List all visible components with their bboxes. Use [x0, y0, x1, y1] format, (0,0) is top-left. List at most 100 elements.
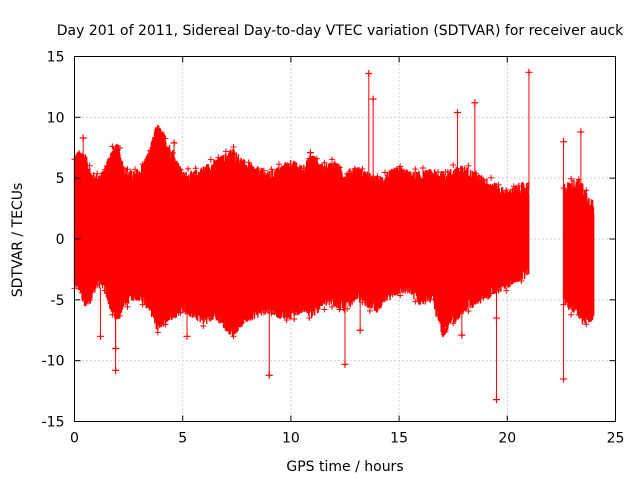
data-point: [568, 311, 575, 318]
data-point: [321, 306, 328, 313]
data-point: [412, 298, 419, 305]
data-point: [275, 161, 282, 168]
data-point: [306, 315, 313, 322]
data-point: [283, 317, 290, 324]
outlier-point: [112, 366, 120, 374]
data-point: [518, 183, 525, 190]
data-point: [132, 166, 139, 173]
data-point: [389, 291, 396, 298]
data-point: [472, 296, 479, 303]
outlier-point: [356, 326, 364, 334]
data-point: [351, 293, 358, 300]
data-point: [177, 166, 184, 173]
tick-labels: 0 5 10 15 20 25 -15 -10 -5 0 5 10 15: [42, 50, 625, 447]
data-point: [222, 148, 229, 155]
outlier-point: [560, 138, 568, 146]
data-point: [510, 277, 517, 284]
data-point: [291, 315, 298, 322]
data-point: [132, 294, 139, 301]
data-point: [275, 311, 282, 318]
outlier-point: [492, 396, 500, 404]
data-point: [374, 173, 381, 180]
data-point: [442, 328, 449, 335]
x-tick-label: 5: [178, 431, 187, 447]
data-point: [154, 329, 161, 336]
data-point: [480, 294, 487, 301]
data-point: [230, 144, 237, 151]
data-point: [344, 170, 351, 177]
data-point: [503, 287, 510, 294]
data-point: [510, 183, 517, 190]
x-tick-label: 0: [70, 431, 79, 447]
data-point: [336, 164, 343, 171]
grid: [74, 56, 616, 422]
data-point: [359, 165, 366, 172]
outlier-point: [577, 128, 585, 136]
outlier-point: [369, 95, 377, 103]
data-point: [169, 150, 176, 157]
data-point: [79, 289, 86, 296]
data-point: [230, 333, 237, 340]
data-point: [480, 177, 487, 184]
x-tick-label: 15: [390, 431, 408, 447]
data-point: [162, 321, 169, 328]
y-tick-label: 15: [47, 50, 65, 66]
data-point: [139, 161, 146, 168]
data-point: [94, 170, 101, 177]
data-point: [253, 308, 260, 315]
x-tick-label: 10: [282, 431, 300, 447]
data-point: [207, 315, 214, 322]
data-point: [374, 303, 381, 310]
data-point: [329, 156, 336, 163]
y-axis-label: SDTVAR / TECUs: [10, 183, 26, 298]
data-point: [450, 320, 457, 327]
axis-ticks: [74, 56, 616, 422]
y-tick-label: -10: [42, 354, 65, 370]
outlier-point: [112, 345, 120, 352]
data-point: [185, 165, 192, 172]
outlier-point: [560, 375, 568, 383]
data-point: [389, 171, 396, 178]
x-tick-label: 25: [607, 431, 625, 447]
data-point: [366, 307, 373, 314]
y-tick-label: 0: [56, 232, 65, 248]
data-point: [306, 155, 313, 162]
data-point: [94, 282, 101, 289]
data-point: [351, 165, 358, 172]
outlier-point: [170, 139, 178, 147]
data-point: [268, 166, 275, 173]
data-point: [321, 159, 328, 166]
x-axis-label: GPS time / hours: [286, 459, 403, 475]
data-point: [215, 154, 222, 161]
data-point: [200, 322, 207, 329]
data-point: [435, 313, 442, 320]
data-point: [260, 167, 267, 174]
data-point: [139, 301, 146, 308]
data-point: [291, 163, 298, 170]
data-point: [568, 175, 575, 182]
data-point: [465, 162, 472, 169]
data-point: [488, 290, 495, 297]
data-point: [86, 297, 93, 304]
data-point: [575, 311, 582, 318]
data-point: [583, 187, 590, 194]
data-point: [583, 321, 590, 328]
data-point: [382, 296, 389, 303]
outlier-point: [306, 149, 314, 157]
y-tick-label: 10: [47, 110, 65, 126]
outlier-point: [183, 332, 191, 340]
data-point: [427, 170, 434, 177]
data-point: [488, 174, 495, 181]
y-tick-label: -15: [42, 415, 65, 431]
data-point: [147, 304, 154, 311]
y-tick-label: -5: [51, 293, 65, 309]
data-point: [427, 296, 434, 303]
data-point: [442, 169, 449, 176]
outlier-point: [365, 70, 373, 78]
data-point: [518, 278, 525, 285]
data-point: [472, 170, 479, 177]
data-point: [298, 165, 305, 172]
data-point: [162, 135, 169, 142]
data-point: [245, 159, 252, 166]
